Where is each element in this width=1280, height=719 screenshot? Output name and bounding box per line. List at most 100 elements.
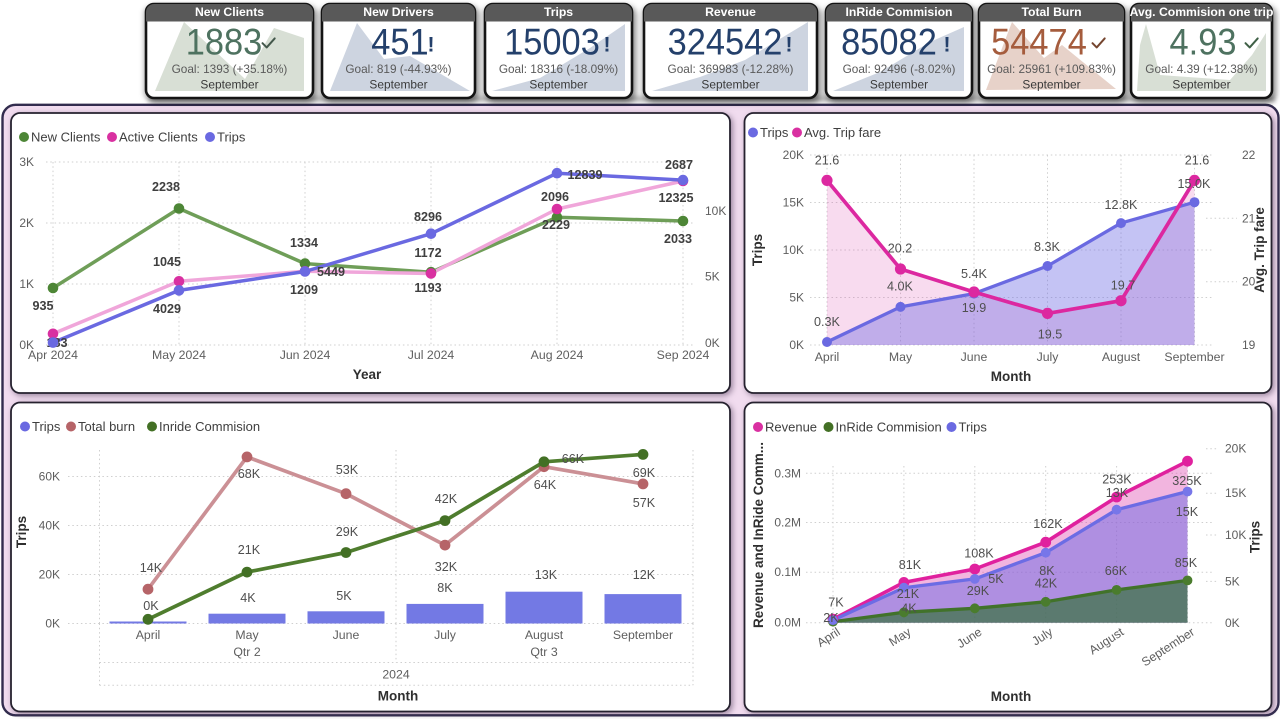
svg-text:5449: 5449 — [317, 265, 345, 279]
svg-text:29K: 29K — [336, 525, 359, 539]
svg-text:2687: 2687 — [665, 158, 693, 172]
svg-text:57K: 57K — [633, 496, 656, 510]
svg-text:!: ! — [944, 34, 951, 57]
svg-text:60K: 60K — [39, 470, 60, 484]
svg-text:85K: 85K — [1175, 556, 1198, 570]
svg-text:12325: 12325 — [658, 191, 693, 205]
svg-text:22: 22 — [1242, 148, 1256, 162]
svg-text:Month: Month — [378, 689, 418, 704]
svg-text:2024: 2024 — [382, 668, 410, 682]
svg-text:Apr 2024: Apr 2024 — [28, 348, 78, 362]
svg-text:1209: 1209 — [290, 283, 318, 297]
svg-text:15K: 15K — [1225, 486, 1246, 500]
svg-text:InRide Commision: InRide Commision — [836, 420, 942, 435]
svg-text:Qtr 2: Qtr 2 — [233, 645, 260, 659]
svg-text:Month: Month — [991, 689, 1031, 704]
svg-text:7K: 7K — [828, 596, 844, 610]
svg-text:1334: 1334 — [290, 236, 318, 250]
svg-text:19.5: 19.5 — [1038, 328, 1063, 342]
svg-text:0K: 0K — [1225, 616, 1240, 630]
svg-text:Qtr 3: Qtr 3 — [530, 645, 557, 659]
svg-text:20: 20 — [1242, 275, 1256, 289]
svg-text:Trips: Trips — [544, 5, 573, 19]
svg-text:53K: 53K — [336, 463, 359, 477]
svg-text:September: September — [369, 78, 427, 92]
svg-text:42K: 42K — [435, 492, 458, 506]
svg-text:19: 19 — [1242, 338, 1256, 352]
svg-text:324542: 324542 — [668, 21, 783, 62]
svg-text:64K: 64K — [534, 478, 557, 492]
svg-text:2096: 2096 — [541, 190, 569, 204]
svg-text:29K: 29K — [967, 584, 990, 598]
svg-text:5K: 5K — [988, 572, 1004, 586]
svg-text:1045: 1045 — [153, 255, 181, 269]
svg-text:1K: 1K — [19, 277, 34, 291]
svg-text:New Clients: New Clients — [31, 130, 101, 145]
svg-text:!: ! — [604, 34, 611, 57]
svg-text:21K: 21K — [897, 587, 920, 601]
svg-text:20K: 20K — [783, 148, 804, 162]
svg-text:Revenue: Revenue — [705, 5, 756, 19]
svg-text:42K: 42K — [1035, 577, 1058, 591]
svg-text:July: July — [1037, 350, 1060, 364]
svg-text:0K: 0K — [143, 599, 159, 613]
svg-text:September: September — [1164, 350, 1224, 364]
svg-text:May 2024: May 2024 — [152, 348, 206, 362]
svg-text:21: 21 — [1242, 211, 1256, 225]
svg-text:September: September — [1172, 78, 1230, 92]
svg-text:Year: Year — [353, 367, 382, 382]
svg-text:10K: 10K — [1225, 528, 1246, 542]
svg-text:15.0K: 15.0K — [1178, 177, 1212, 191]
svg-text:4K: 4K — [240, 591, 256, 605]
svg-text:19.9: 19.9 — [962, 301, 987, 315]
svg-text:5K: 5K — [705, 270, 720, 284]
svg-text:108K: 108K — [964, 547, 994, 561]
svg-text:2K: 2K — [823, 611, 839, 625]
svg-text:August: August — [525, 628, 564, 642]
svg-text:54474: 54474 — [991, 21, 1087, 62]
svg-text:Total Burn: Total Burn — [1021, 5, 1081, 19]
svg-text:Jul 2024: Jul 2024 — [408, 348, 455, 362]
svg-text:0K: 0K — [45, 617, 60, 631]
svg-text:!: ! — [786, 34, 793, 57]
svg-text:68K: 68K — [238, 467, 261, 481]
svg-text:5K: 5K — [789, 291, 804, 305]
svg-text:13K: 13K — [535, 568, 558, 582]
svg-text:New Drivers: New Drivers — [363, 5, 434, 19]
svg-text:September: September — [701, 78, 759, 92]
svg-text:325K: 325K — [1172, 474, 1202, 488]
svg-text:10K: 10K — [705, 204, 726, 218]
svg-text:Revenue: Revenue — [765, 420, 817, 435]
svg-text:12.8K: 12.8K — [1105, 198, 1139, 212]
svg-text:Aug 2024: Aug 2024 — [531, 348, 584, 362]
svg-text:2229: 2229 — [542, 218, 570, 232]
svg-text:5K: 5K — [1225, 574, 1240, 588]
svg-text:21.6: 21.6 — [815, 154, 840, 168]
svg-text:13K: 13K — [1106, 486, 1129, 500]
svg-text:85082: 85082 — [841, 21, 937, 62]
svg-text:September: September — [200, 78, 258, 92]
svg-text:Trips: Trips — [750, 234, 765, 266]
svg-text:8K: 8K — [1039, 564, 1055, 578]
svg-text:0.3K: 0.3K — [814, 315, 841, 329]
svg-text:5.4K: 5.4K — [961, 267, 988, 281]
svg-text:June: June — [961, 350, 988, 364]
svg-text:May: May — [889, 350, 913, 364]
svg-text:66K: 66K — [1105, 564, 1128, 578]
svg-text:Trips: Trips — [760, 125, 789, 140]
svg-text:Avg. Trip fare: Avg. Trip fare — [1252, 207, 1267, 293]
svg-text:15003: 15003 — [504, 21, 600, 62]
svg-text:New Clients: New Clients — [195, 5, 264, 19]
svg-text:0K: 0K — [789, 338, 804, 352]
svg-text:!: ! — [428, 34, 435, 57]
svg-text:2238: 2238 — [152, 180, 180, 194]
svg-text:Trips: Trips — [217, 130, 246, 145]
svg-text:Avg. Trip fare: Avg. Trip fare — [804, 125, 881, 140]
svg-text:1883: 1883 — [186, 21, 263, 62]
svg-text:April: April — [136, 628, 161, 642]
svg-text:81K: 81K — [899, 558, 922, 572]
svg-text:69K: 69K — [633, 466, 656, 480]
svg-text:2033: 2033 — [664, 232, 692, 246]
svg-text:0.2M: 0.2M — [774, 516, 801, 530]
svg-text:0K: 0K — [705, 336, 720, 350]
